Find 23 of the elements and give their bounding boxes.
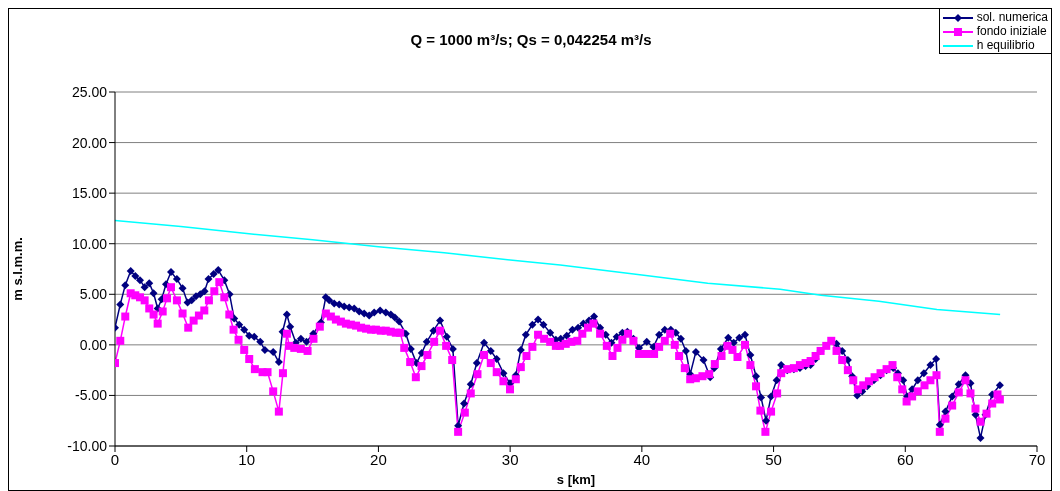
legend-label: fondo iniziale — [976, 24, 1047, 38]
y-tick-label: 15.00 — [71, 185, 108, 202]
y-tick-label: 0.00 — [79, 336, 108, 353]
x-tick-label: 50 — [765, 450, 782, 468]
x-tick-label: 40 — [633, 450, 651, 468]
x-tick-label: 60 — [896, 450, 914, 468]
y-axis-title: m s.l.m.m. — [9, 237, 25, 301]
x-tick-label: 30 — [501, 450, 519, 468]
x-tick-label: 10 — [238, 450, 256, 468]
y-tick-label: 5.00 — [79, 286, 108, 303]
y-tick-label: -10.00 — [67, 437, 108, 454]
x-tick-label: 0 — [110, 450, 120, 468]
y-tick-label: 10.00 — [71, 235, 108, 252]
chart-title: Q = 1000 m³/s; Qs = 0,042254 m³/s — [410, 31, 652, 48]
legend-label: h equilibrio — [976, 38, 1035, 52]
x-tick-label: 20 — [370, 450, 387, 468]
y-tick-label: 25.00 — [71, 83, 108, 100]
x-tick-label: 70 — [1028, 450, 1046, 468]
y-tick-label: 20.00 — [71, 134, 108, 151]
y-tick-label: -5.00 — [75, 387, 108, 404]
legend-label: sol. numerica — [976, 10, 1048, 24]
x-axis-title: s [km] — [556, 472, 596, 487]
line-series — [115, 219, 1001, 316]
